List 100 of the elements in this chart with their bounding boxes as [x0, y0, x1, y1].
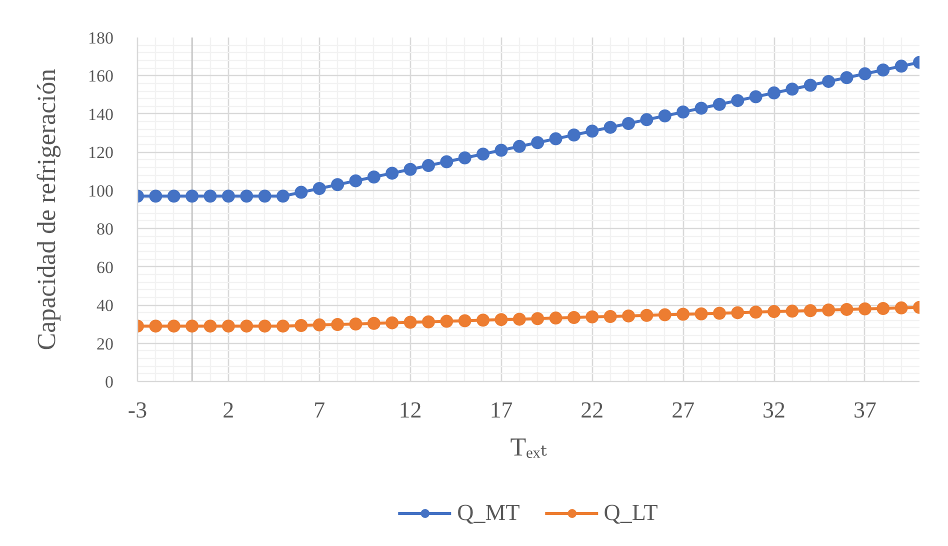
point	[822, 304, 836, 317]
point	[676, 106, 690, 119]
point	[149, 320, 162, 333]
point	[822, 74, 836, 88]
point	[622, 309, 636, 322]
x-tick-label: -3	[128, 398, 148, 422]
point	[312, 182, 326, 195]
point	[386, 166, 399, 180]
point	[840, 71, 854, 84]
point	[331, 318, 344, 332]
point	[422, 315, 435, 328]
point	[894, 301, 908, 314]
x-tick-label: 7	[314, 398, 326, 422]
x-tick-label: 27	[672, 398, 695, 422]
y-tick-label: 60	[96, 258, 114, 277]
y-tick-label: 180	[88, 28, 114, 48]
point	[640, 113, 654, 126]
point	[604, 120, 617, 134]
point	[586, 310, 599, 324]
point	[222, 320, 235, 333]
y-tick-label: 80	[96, 220, 114, 239]
point	[749, 90, 762, 104]
point	[349, 174, 362, 188]
point	[186, 190, 199, 203]
point	[186, 320, 199, 333]
y-tick-label: 140	[88, 104, 114, 124]
point	[494, 313, 508, 326]
point	[676, 308, 690, 321]
point	[204, 190, 217, 203]
point	[512, 140, 526, 153]
point	[804, 78, 817, 92]
point	[694, 102, 708, 115]
y-tick-label: 40	[96, 296, 114, 316]
point	[258, 190, 272, 203]
point	[240, 190, 254, 203]
point	[567, 128, 580, 142]
point	[622, 117, 636, 130]
x-tick-label: 2	[222, 398, 234, 422]
point	[349, 317, 362, 330]
point	[549, 312, 562, 325]
point	[768, 86, 781, 100]
point	[458, 314, 472, 328]
point	[876, 64, 890, 76]
point	[476, 148, 490, 161]
point	[386, 316, 399, 330]
point	[604, 310, 617, 324]
point	[840, 302, 854, 316]
point	[404, 316, 417, 329]
point	[258, 320, 272, 333]
point	[586, 124, 599, 138]
x-axis-title: Tₑₓₜ	[510, 432, 548, 462]
point	[276, 320, 290, 333]
point	[858, 302, 872, 316]
point	[294, 319, 308, 332]
point	[367, 170, 380, 184]
point	[731, 306, 744, 320]
legend-label: Q_MT	[457, 500, 520, 526]
point	[567, 310, 580, 324]
point	[440, 155, 454, 168]
point	[658, 109, 672, 122]
point	[712, 98, 726, 111]
point	[276, 190, 290, 203]
point	[712, 306, 726, 320]
point	[222, 190, 235, 203]
y-tick-label: 0	[105, 372, 114, 392]
point	[786, 82, 799, 96]
legend-label: Q_LT	[604, 500, 658, 526]
point	[367, 316, 380, 330]
point	[422, 159, 435, 172]
point	[549, 132, 562, 146]
point	[731, 94, 744, 108]
point	[640, 308, 654, 322]
point	[312, 318, 326, 332]
point	[786, 304, 799, 318]
point	[768, 305, 781, 318]
x-tick-label: 22	[580, 398, 604, 422]
point	[658, 308, 672, 322]
point	[531, 136, 544, 150]
point	[894, 60, 908, 73]
y-axis-title: Capacidad de refrigeración	[32, 68, 61, 350]
point	[512, 312, 526, 326]
y-tick-label: 160	[88, 66, 114, 86]
x-tick-label: 32	[762, 398, 786, 422]
point	[804, 304, 817, 318]
point	[149, 190, 162, 203]
point	[331, 178, 344, 192]
point	[167, 320, 180, 333]
x-tick-label: 17	[490, 398, 513, 422]
point	[167, 190, 180, 203]
point	[404, 162, 417, 176]
point	[694, 307, 708, 320]
point	[294, 186, 308, 199]
y-tick-label: 120	[88, 143, 114, 162]
point	[876, 302, 890, 315]
point	[204, 320, 217, 333]
point	[858, 67, 872, 80]
y-tick-label: 100	[88, 181, 114, 200]
y-tick-label: 20	[96, 334, 114, 354]
point	[476, 314, 490, 327]
point	[494, 144, 508, 157]
